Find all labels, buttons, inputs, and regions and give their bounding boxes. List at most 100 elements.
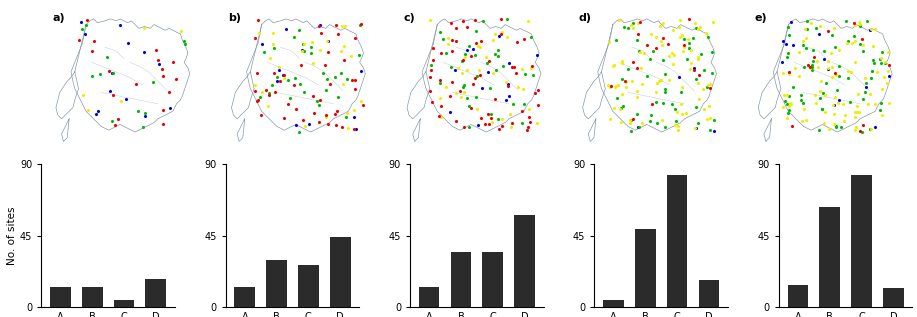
Point: [348, 127, 363, 132]
Point: [691, 55, 705, 60]
Point: [657, 125, 672, 130]
Point: [791, 73, 806, 78]
Point: [781, 71, 796, 76]
Point: [670, 124, 685, 129]
Point: [425, 58, 440, 63]
Point: [827, 44, 842, 49]
Point: [658, 87, 673, 92]
Point: [671, 74, 686, 79]
Point: [682, 40, 697, 45]
Point: [483, 112, 498, 117]
Point: [530, 52, 545, 57]
Point: [624, 79, 639, 84]
Point: [849, 110, 864, 115]
Point: [649, 100, 664, 105]
Point: [351, 52, 366, 57]
Point: [630, 111, 645, 116]
Point: [257, 49, 271, 54]
Point: [826, 102, 841, 107]
Point: [309, 98, 324, 103]
Point: [86, 39, 101, 44]
Point: [667, 52, 681, 57]
Point: [644, 112, 658, 117]
Point: [796, 65, 811, 70]
Point: [630, 95, 645, 100]
Point: [345, 77, 359, 82]
Point: [302, 121, 316, 126]
Point: [337, 57, 351, 62]
Point: [786, 84, 801, 89]
Point: [254, 113, 269, 118]
Point: [631, 48, 646, 53]
Point: [459, 67, 474, 72]
Point: [468, 52, 482, 57]
Point: [821, 66, 835, 71]
Point: [631, 20, 646, 25]
Point: [281, 77, 295, 82]
Point: [834, 124, 848, 129]
Point: [78, 31, 93, 36]
Point: [510, 39, 525, 44]
Bar: [114, 300, 134, 307]
Point: [796, 42, 811, 47]
Point: [778, 99, 792, 104]
Point: [499, 80, 514, 85]
Point: [704, 70, 719, 75]
Point: [855, 36, 869, 42]
Point: [321, 39, 336, 44]
Point: [702, 116, 717, 121]
Point: [856, 123, 870, 128]
Point: [304, 45, 319, 50]
Point: [277, 116, 292, 121]
Point: [835, 101, 850, 106]
Point: [682, 45, 697, 50]
Point: [624, 22, 638, 27]
Point: [816, 90, 831, 95]
Point: [672, 24, 687, 29]
Point: [800, 19, 814, 24]
Point: [441, 36, 456, 41]
Text: a): a): [52, 13, 65, 23]
Point: [320, 121, 335, 126]
Point: [608, 37, 623, 42]
Point: [863, 28, 878, 33]
Point: [821, 59, 835, 64]
Point: [847, 110, 862, 115]
Point: [863, 126, 878, 131]
Point: [857, 89, 872, 94]
Point: [161, 89, 176, 94]
Point: [824, 32, 839, 37]
Point: [672, 34, 687, 39]
Point: [524, 34, 538, 39]
Point: [491, 53, 505, 58]
Point: [481, 111, 495, 116]
Point: [450, 66, 465, 71]
Point: [681, 37, 696, 42]
Point: [307, 111, 322, 116]
Point: [281, 102, 295, 107]
Point: [293, 81, 307, 86]
Point: [824, 74, 839, 79]
Point: [874, 49, 889, 55]
Point: [707, 117, 722, 122]
Point: [102, 68, 116, 73]
Point: [525, 73, 540, 78]
Point: [453, 88, 468, 94]
Point: [459, 25, 474, 30]
Point: [313, 97, 327, 102]
Point: [103, 88, 117, 93]
Point: [813, 79, 828, 84]
Point: [849, 125, 864, 130]
Bar: [788, 285, 808, 307]
Point: [810, 59, 824, 64]
Point: [156, 107, 171, 112]
Point: [669, 110, 684, 115]
Point: [777, 93, 791, 98]
Point: [820, 65, 834, 70]
Point: [639, 74, 654, 79]
Bar: [482, 252, 503, 307]
Point: [880, 68, 895, 74]
Point: [776, 38, 790, 43]
Point: [501, 83, 515, 88]
Point: [75, 27, 90, 32]
